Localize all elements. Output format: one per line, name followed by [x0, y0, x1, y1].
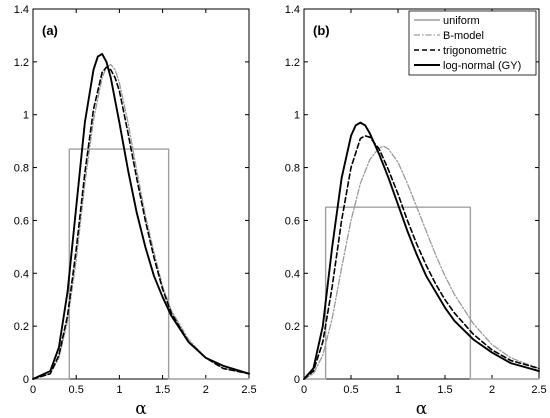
y-tick-label: 0 — [294, 374, 300, 386]
y-tick-label: 1 — [294, 110, 300, 122]
x-tick-label: 2.5 — [241, 384, 256, 396]
x-axis-label: α — [135, 399, 147, 418]
chart-panel-2: 0 0.5 1 1.5 2 2.5 0 0.2 0.4 0.6 0.8 1 1.2 1.4 α (b) unif… — [285, 4, 547, 418]
legend-label: B-model — [443, 30, 484, 42]
legend-label: log-normal (GY) — [443, 60, 521, 72]
x-tick-label: 2 — [203, 384, 209, 396]
x-tick-label: 1.5 — [155, 384, 170, 396]
y-tick-label: 0.2 — [285, 321, 300, 333]
y-tick-label: 0.6 — [285, 215, 300, 227]
y-tick-label: 0.4 — [285, 268, 300, 280]
legend-label: trigonometric — [443, 45, 507, 57]
panel-label: (b) — [313, 23, 330, 38]
x-tick-label: 0.5 — [343, 384, 358, 396]
axes-frame — [303, 8, 540, 380]
legend-label: uniform — [443, 15, 480, 27]
panel-label: (a) — [42, 23, 58, 38]
y-tick-label: 0 — [23, 374, 29, 386]
x-tick-label: 0 — [301, 384, 307, 396]
y-tick-label: 0.8 — [14, 163, 29, 175]
x-tick-label: 0 — [30, 384, 36, 396]
x-tick-label: 2 — [489, 384, 495, 396]
chart-panel-1: 0 0.5 1 1.5 2 2.5 0 0.2 0.4 0.6 0.8 1 1.2 1.4 α (a) — [14, 4, 257, 418]
x-tick-label: 2.5 — [531, 384, 546, 396]
y-tick-label: 1 — [23, 110, 29, 122]
y-tick-label: 0.6 — [14, 215, 29, 227]
legend: uniform B-model trigonometric log-normal (G… — [408, 10, 537, 76]
y-tick-label: 0.8 — [285, 163, 300, 175]
x-tick-label: 1.5 — [437, 384, 452, 396]
series-b-model-line — [303, 145, 540, 380]
x-tick-label: 1 — [116, 384, 122, 396]
series-log-normal-gy-line — [303, 121, 540, 380]
y-tick-label: 1.4 — [285, 4, 300, 16]
y-tick-label: 1.2 — [14, 57, 29, 69]
x-tick-label: 1 — [395, 384, 401, 396]
x-axis-label: α — [416, 399, 428, 418]
y-tick-label: 0.4 — [14, 268, 29, 280]
y-tick-label: 1.4 — [14, 4, 29, 16]
y-tick-label: 1.2 — [285, 57, 300, 69]
x-tick-label: 0.5 — [69, 384, 84, 396]
series-uniform-line — [32, 148, 250, 380]
y-tick-label: 0.2 — [14, 321, 29, 333]
series-log-normal-gy-line — [32, 52, 250, 380]
axes-frame — [32, 8, 250, 380]
series-b-model-line — [32, 63, 250, 380]
series-trigonometric-line — [303, 135, 540, 380]
